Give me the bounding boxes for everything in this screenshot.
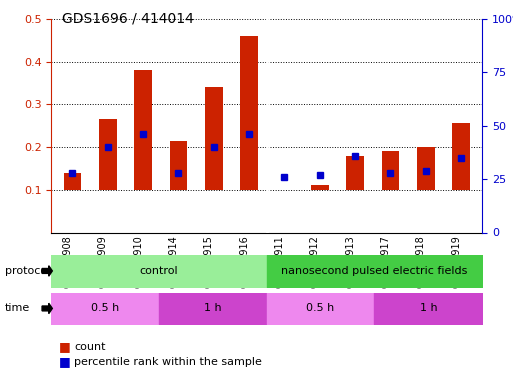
- Text: 1 h: 1 h: [420, 303, 437, 313]
- Text: protocol: protocol: [5, 266, 50, 276]
- Bar: [64, 172, 82, 190]
- Text: GDS1696 / 414014: GDS1696 / 414014: [62, 11, 193, 25]
- Bar: [99, 119, 116, 190]
- Text: control: control: [140, 266, 179, 276]
- Bar: [382, 151, 399, 190]
- Text: percentile rank within the sample: percentile rank within the sample: [74, 357, 262, 367]
- Text: count: count: [74, 342, 106, 352]
- Bar: [205, 87, 223, 190]
- Text: time: time: [5, 303, 30, 313]
- Bar: [417, 147, 435, 190]
- Bar: [311, 186, 328, 190]
- Text: nanosecond pulsed electric fields: nanosecond pulsed electric fields: [281, 266, 468, 276]
- Text: 0.5 h: 0.5 h: [306, 303, 335, 313]
- Bar: [134, 70, 152, 190]
- Text: ■: ■: [59, 340, 71, 353]
- Bar: [346, 156, 364, 190]
- Text: 1 h: 1 h: [204, 303, 222, 313]
- Bar: [452, 123, 470, 190]
- Text: ■: ■: [59, 356, 71, 368]
- Bar: [170, 141, 187, 190]
- Bar: [240, 36, 258, 190]
- Text: 0.5 h: 0.5 h: [91, 303, 120, 313]
